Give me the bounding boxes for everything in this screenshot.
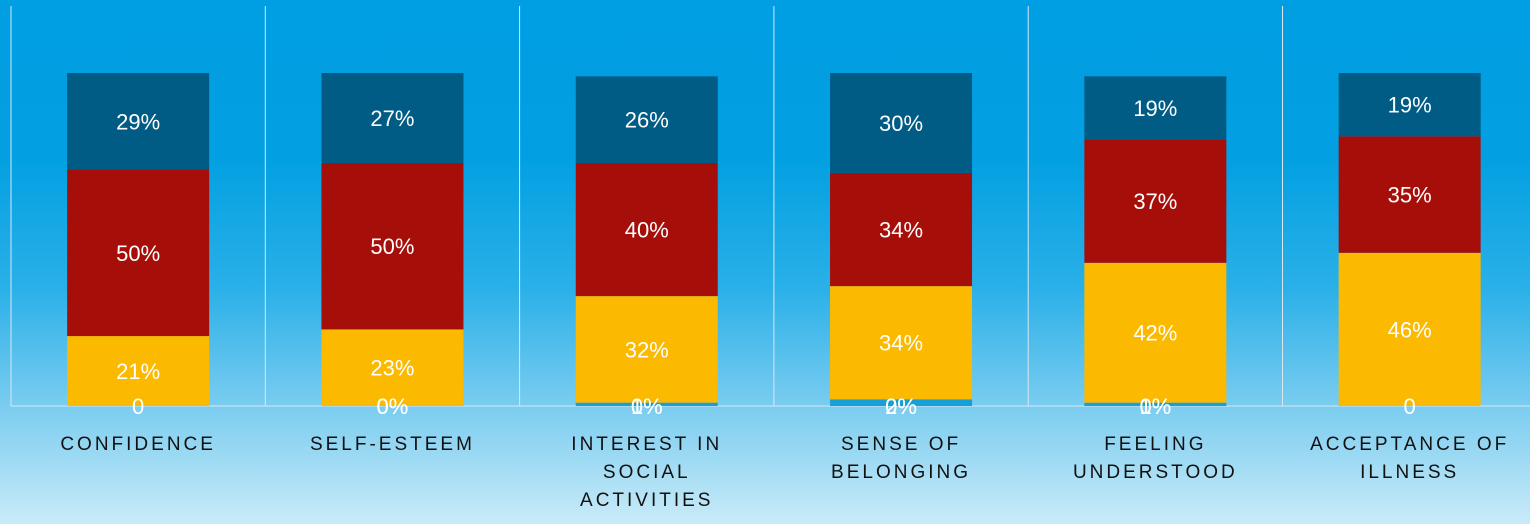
bar-segment-3-1: [575, 402, 718, 406]
data-label: 0%: [377, 394, 409, 419]
bar-segment-2-3: [321, 329, 464, 406]
data-label: 0%: [631, 394, 663, 419]
data-label: 21%: [116, 359, 160, 384]
category-label: SOCIAL: [603, 462, 691, 483]
category-label: SENSE OF: [841, 434, 961, 455]
bar-segment-5-4: [1084, 139, 1227, 263]
data-label: 30%: [879, 111, 923, 136]
category-label: ACTIVITIES: [580, 490, 713, 511]
data-label: 1%: [631, 394, 663, 419]
category-label: INTEREST IN: [571, 434, 722, 455]
data-label: 35%: [1388, 183, 1432, 208]
bar-segment-2-4: [321, 162, 464, 330]
data-label: 40%: [625, 218, 669, 243]
bar-segment-1-3: [67, 336, 210, 406]
data-label: 34%: [879, 218, 923, 243]
bar-segment-2-5: [321, 73, 464, 163]
data-label: 50%: [370, 234, 414, 259]
data-label: 2%: [885, 394, 917, 419]
bar-segment-1-5: [67, 73, 210, 170]
bar-segment-5-1: [1084, 402, 1227, 406]
data-label: 0: [132, 394, 144, 419]
data-label: 23%: [370, 356, 414, 381]
bar-segment-6-5: [1338, 73, 1481, 137]
data-label: 32%: [625, 337, 669, 362]
bar-segment-4-4: [830, 172, 973, 287]
bar-segment-3-5: [575, 76, 718, 163]
data-label: 19%: [1388, 93, 1432, 118]
bar-segment-3-4: [575, 162, 718, 297]
category-label: FEELING: [1104, 434, 1206, 455]
chart-bars: [67, 73, 1481, 406]
data-label: 0: [1404, 394, 1416, 419]
data-label: 37%: [1133, 189, 1177, 214]
data-label: 0%: [1139, 394, 1171, 419]
bar-segment-4-3: [830, 286, 973, 400]
chart-category-labels: CONFIDENCE SELF-ESTEEM INTEREST IN SOCIAL AC…: [60, 434, 1509, 511]
category-label: UNDERSTOOD: [1073, 462, 1238, 483]
chart-data-labels: 021%50%29%0%0%23%50%27%1%0%32%40%26%2%0%…: [116, 93, 1432, 419]
data-label: 42%: [1133, 321, 1177, 346]
data-label: 50%: [116, 241, 160, 266]
category-label: BELONGING: [831, 462, 971, 483]
data-label: 29%: [116, 109, 160, 134]
category-label: CONFIDENCE: [60, 434, 216, 455]
bar-segment-4-5: [830, 73, 973, 173]
data-label: 0%: [885, 394, 917, 419]
category-label: ILLNESS: [1360, 462, 1459, 483]
data-label: 26%: [625, 108, 669, 133]
data-label: 1%: [1139, 394, 1171, 419]
data-label: 34%: [879, 331, 923, 356]
bar-segment-6-4: [1338, 136, 1481, 253]
bar-segment-6-3: [1338, 252, 1481, 406]
chart-gridlines: [10, 6, 1530, 407]
data-label: 19%: [1133, 96, 1177, 121]
category-label: SELF-ESTEEM: [310, 434, 475, 455]
bar-segment-5-5: [1084, 76, 1227, 140]
data-label: 0%: [377, 394, 409, 419]
category-label: ACCEPTANCE OF: [1310, 434, 1509, 455]
bar-segment-1-4: [67, 169, 210, 337]
data-label: 46%: [1388, 317, 1432, 342]
bar-segment-5-3: [1084, 262, 1227, 403]
bar-segment-3-3: [575, 296, 718, 403]
bar-segment-4-1: [830, 399, 973, 406]
data-label: 27%: [370, 106, 414, 131]
